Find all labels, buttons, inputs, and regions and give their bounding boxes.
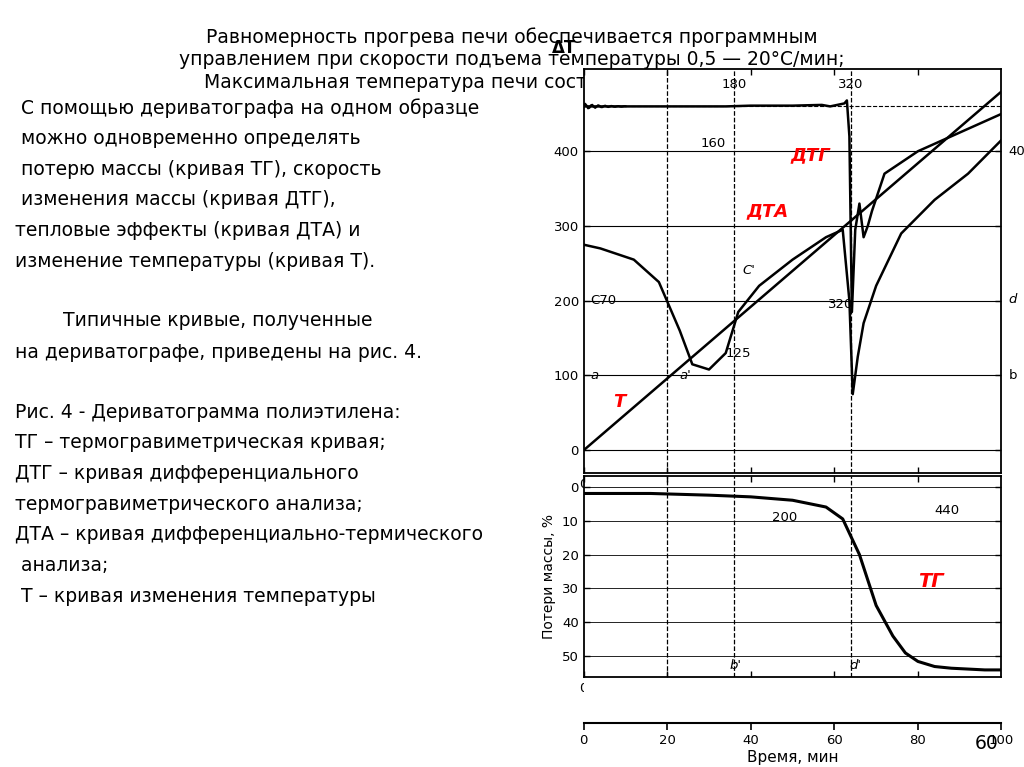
Text: ТГ – термогравиметрическая кривая;: ТГ – термогравиметрическая кривая; — [15, 433, 386, 453]
Text: ДТГ – кривая дифференциального: ДТГ – кривая дифференциального — [15, 464, 359, 483]
X-axis label: Температура: Температура — [739, 495, 846, 510]
Text: С помощью дериватографа на одном образце: С помощью дериватографа на одном образце — [15, 98, 479, 118]
Text: b: b — [1009, 369, 1017, 382]
Text: тепловые эффекты (кривая ДТА) и: тепловые эффекты (кривая ДТА) и — [15, 221, 360, 240]
Text: 180: 180 — [722, 78, 746, 91]
Text: 400: 400 — [1009, 145, 1024, 158]
Text: ДТА – кривая дифференциально-термического: ДТА – кривая дифференциально-термическог… — [15, 525, 483, 545]
Text: 440: 440 — [935, 504, 959, 517]
Text: 60: 60 — [975, 734, 998, 753]
Text: C': C' — [742, 265, 756, 278]
Text: термогравиметрического анализа;: термогравиметрического анализа; — [15, 495, 364, 514]
Text: управлением при скорости подъема температуры 0,5 — 20°С/мин;: управлением при скорости подъема темпера… — [179, 50, 845, 69]
Text: d': d' — [849, 659, 861, 672]
Text: b': b' — [730, 659, 741, 672]
X-axis label: Время, мин: Время, мин — [746, 750, 839, 765]
Text: ДТГ: ДТГ — [791, 146, 830, 164]
Text: ΔТ: ΔТ — [552, 39, 577, 57]
Text: 125: 125 — [726, 347, 751, 360]
Text: ТГ: ТГ — [918, 572, 943, 591]
Text: 160: 160 — [700, 137, 726, 150]
Text: 200: 200 — [772, 511, 797, 524]
Text: Равномерность прогрева печи обеспечивается программным: Равномерность прогрева печи обеспечивает… — [206, 27, 818, 47]
Text: анализа;: анализа; — [15, 556, 109, 575]
Text: 320: 320 — [828, 298, 854, 311]
Text: a: a — [591, 369, 598, 382]
Text: изменение температуры (кривая Т).: изменение температуры (кривая Т). — [15, 252, 376, 271]
Text: Т – кривая изменения температуры: Т – кривая изменения температуры — [15, 587, 376, 606]
Y-axis label: Потери массы, %: Потери массы, % — [543, 514, 556, 639]
Text: Максимальная температура печи составляет 1200 — 1500 °С.: Максимальная температура печи составляет… — [204, 73, 820, 92]
Text: можно одновременно определять: можно одновременно определять — [15, 129, 361, 148]
X-axis label: Температура: Температура — [739, 699, 846, 714]
Text: Рис. 4 - Дериватограмма полиэтилена:: Рис. 4 - Дериватограмма полиэтилена: — [15, 403, 401, 422]
Text: потерю массы (кривая ТГ), скорость: потерю массы (кривая ТГ), скорость — [15, 160, 382, 179]
Text: Т: Т — [612, 393, 625, 410]
Text: d: d — [1009, 293, 1017, 306]
Text: a': a' — [680, 369, 691, 382]
Text: изменения массы (кривая ДТГ),: изменения массы (кривая ДТГ), — [15, 190, 336, 209]
Text: на дериватографе, приведены на рис. 4.: на дериватографе, приведены на рис. 4. — [15, 343, 422, 362]
Text: 320: 320 — [839, 78, 864, 91]
Text: Типичные кривые, полученные: Типичные кривые, полученные — [15, 311, 373, 330]
Text: ДТА: ДТА — [746, 202, 788, 220]
Text: C70: C70 — [591, 295, 616, 308]
